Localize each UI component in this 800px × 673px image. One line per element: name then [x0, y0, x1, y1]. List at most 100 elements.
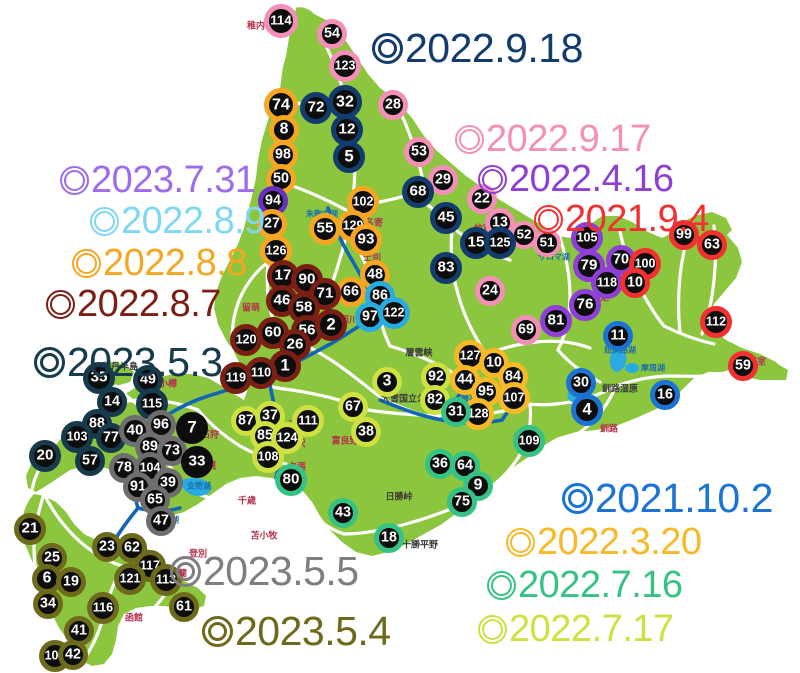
marker-number: 85 — [257, 427, 273, 444]
marker-number: 72 — [307, 98, 325, 116]
marker-number: 58 — [295, 298, 313, 316]
marker-number: 94 — [265, 192, 281, 209]
marker-number: 46 — [273, 291, 291, 309]
marker-number: 17 — [274, 266, 292, 284]
map-marker-7[interactable]: 7 — [176, 412, 208, 444]
map-marker-57[interactable]: 57 — [75, 446, 105, 476]
marker-number: 107 — [503, 390, 525, 405]
map-marker-28[interactable]: 28 — [378, 90, 408, 120]
map-marker-61[interactable]: 61 — [169, 592, 199, 622]
map-marker-126[interactable]: 126 — [260, 235, 292, 267]
map-marker-111[interactable]: 111 — [292, 405, 324, 437]
map-marker-114[interactable]: 114 — [264, 4, 298, 38]
marker-number: 90 — [298, 270, 316, 288]
legend-item-2022-7-16[interactable]: 2022.7.16 — [487, 566, 683, 604]
map-marker-122[interactable]: 122 — [378, 297, 410, 329]
legend-item-2022-8-8[interactable]: 2022.8.8 — [72, 244, 247, 282]
marker-number: 87 — [238, 412, 254, 429]
map-marker-69[interactable]: 69 — [511, 315, 541, 345]
map-marker-121[interactable]: 121 — [114, 563, 146, 595]
map-marker-24[interactable]: 24 — [475, 276, 505, 306]
map-marker-68[interactable]: 68 — [402, 176, 434, 208]
map-marker-45[interactable]: 45 — [430, 202, 462, 234]
map-marker-66[interactable]: 66 — [336, 277, 366, 307]
map-marker-75[interactable]: 75 — [447, 487, 477, 517]
legend-item-2022-8-7[interactable]: 2022.8.7 — [46, 285, 221, 323]
legend-item-2022-3-20[interactable]: 2022.3.20 — [506, 523, 702, 561]
map-marker-55[interactable]: 55 — [309, 213, 341, 245]
legend-item-2023-5-3[interactable]: 2023.5.3 — [34, 342, 223, 383]
map-marker-123[interactable]: 123 — [329, 50, 361, 82]
map-marker-21[interactable]: 21 — [14, 513, 46, 545]
map-marker-72[interactable]: 72 — [300, 92, 332, 124]
map-marker-16[interactable]: 16 — [650, 380, 680, 410]
map-marker-11[interactable]: 11 — [603, 321, 633, 351]
double-circle-icon — [202, 616, 233, 647]
map-marker-112[interactable]: 112 — [700, 306, 732, 338]
map-marker-18[interactable]: 18 — [374, 523, 404, 553]
map-marker-38[interactable]: 38 — [351, 417, 381, 447]
legend-item-2022-4-16[interactable]: 2022.4.16 — [478, 160, 674, 198]
legend-date-label: 2022.4.16 — [509, 158, 674, 200]
legend-item-2021-10-2[interactable]: 2021.10.2 — [562, 478, 773, 519]
marker-number: 28 — [385, 96, 401, 113]
legend-item-2021-9-4[interactable]: 2021.9.4 — [534, 200, 709, 238]
marker-number: 120 — [235, 332, 257, 347]
map-marker-33[interactable]: 33 — [181, 446, 213, 478]
map-marker-59[interactable]: 59 — [728, 351, 758, 381]
marker-number: 116 — [92, 600, 114, 615]
map-marker-10[interactable]: 10 — [620, 268, 650, 298]
map-marker-107[interactable]: 107 — [498, 382, 530, 414]
marker-number: 25 — [44, 549, 60, 566]
map-marker-4[interactable]: 4 — [571, 394, 603, 426]
map-marker-125[interactable]: 125 — [484, 227, 516, 259]
marker-number: 115 — [141, 396, 163, 411]
map-marker-3[interactable]: 3 — [372, 367, 402, 397]
map-marker-34[interactable]: 34 — [33, 589, 63, 619]
marker-number: 10 — [486, 354, 502, 371]
legend-item-2022-9-17[interactable]: 2022.9.17 — [455, 120, 651, 158]
marker-number: 50 — [273, 170, 289, 187]
map-marker-108[interactable]: 108 — [252, 441, 284, 473]
map-marker-27[interactable]: 27 — [257, 209, 287, 239]
map-marker-20[interactable]: 20 — [29, 440, 61, 472]
legend-item-2022-8-9[interactable]: 2022.8.9 — [90, 202, 265, 240]
map-marker-2[interactable]: 2 — [315, 309, 347, 341]
map-marker-93[interactable]: 93 — [350, 224, 382, 256]
map-marker-83[interactable]: 83 — [430, 252, 462, 284]
legend-item-2023-7-31[interactable]: 2023.7.31 — [60, 161, 256, 199]
map-marker-99[interactable]: 99 — [669, 220, 699, 250]
map-marker-30[interactable]: 30 — [566, 368, 596, 398]
legend-item-2022-9-18[interactable]: 2022.9.18 — [372, 28, 583, 69]
map-marker-74[interactable]: 74 — [264, 88, 298, 122]
map-marker-76[interactable]: 76 — [569, 289, 601, 321]
map-marker-81[interactable]: 81 — [540, 305, 572, 337]
legend-item-2023-5-5[interactable]: 2023.5.5 — [170, 551, 359, 592]
map-marker-42[interactable]: 42 — [58, 640, 88, 670]
map-marker-54[interactable]: 54 — [317, 19, 347, 49]
map-marker-29[interactable]: 29 — [428, 165, 458, 195]
legend-item-2023-5-4[interactable]: 2023.5.4 — [202, 611, 391, 652]
marker-number: 57 — [82, 452, 98, 469]
map-marker-31[interactable]: 31 — [441, 397, 471, 427]
map-marker-53[interactable]: 53 — [404, 137, 434, 167]
map-marker-14[interactable]: 14 — [97, 387, 127, 417]
marker-number: 37 — [262, 407, 278, 424]
map-marker-116[interactable]: 116 — [87, 592, 119, 624]
map-marker-109[interactable]: 109 — [513, 425, 545, 457]
map-marker-43[interactable]: 43 — [328, 498, 358, 528]
map-marker-19[interactable]: 19 — [56, 567, 86, 597]
marker-number: 128 — [467, 406, 489, 421]
map-marker-80[interactable]: 80 — [275, 464, 307, 496]
map-marker-47[interactable]: 47 — [146, 506, 176, 536]
map-marker-120[interactable]: 120 — [230, 324, 262, 356]
marker-number: 8 — [279, 120, 289, 138]
map-marker-119[interactable]: 119 — [220, 362, 252, 394]
map-marker-63[interactable]: 63 — [697, 230, 727, 260]
legend-item-2022-7-17[interactable]: 2022.7.17 — [478, 610, 674, 648]
double-circle-icon — [487, 570, 516, 600]
map-marker-5[interactable]: 5 — [333, 141, 365, 173]
double-circle-icon — [60, 165, 89, 195]
marker-number: 13 — [492, 214, 508, 231]
